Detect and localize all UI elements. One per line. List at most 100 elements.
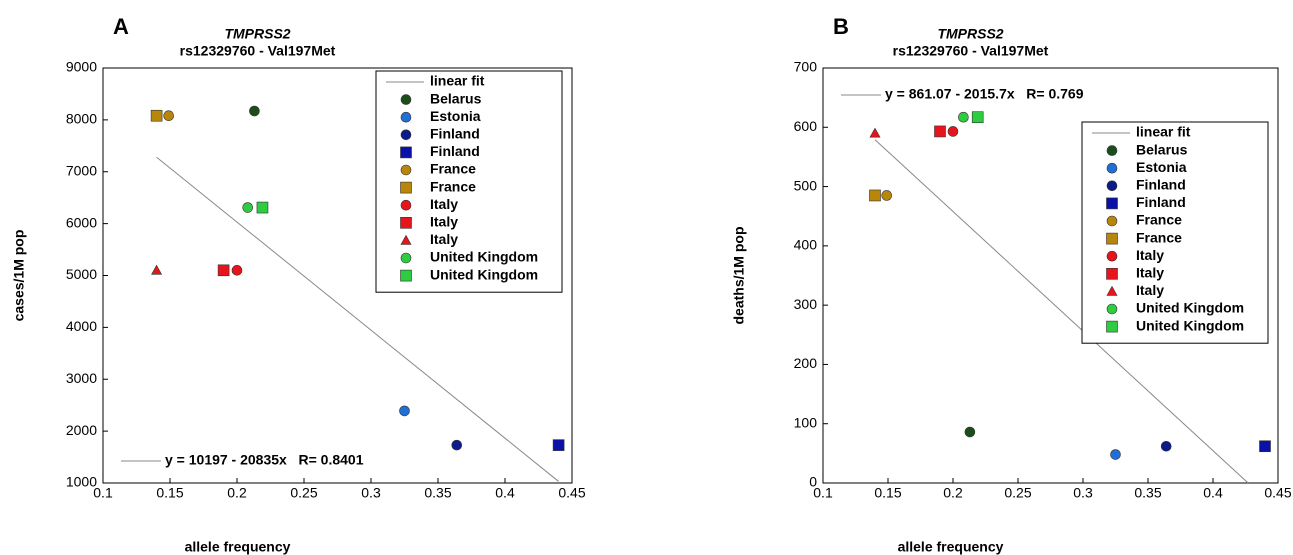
legend-label: Estonia	[430, 108, 481, 124]
legend-key	[400, 199, 412, 211]
legend-label: France	[430, 178, 476, 194]
legend-label: Italy	[430, 196, 458, 212]
plot-frame	[822, 67, 1279, 484]
legend-key	[1106, 267, 1118, 280]
x-tick-label: 0.3	[1073, 485, 1093, 501]
legend-key	[1106, 145, 1118, 156]
x-tick-label: 0.35	[424, 485, 451, 501]
legend-key	[1106, 162, 1118, 174]
x-tick-label: 0.4	[1203, 485, 1223, 501]
y-tick-label: 4000	[66, 318, 97, 334]
y-tick-label: 0	[809, 474, 817, 490]
y-tick-label: 100	[794, 414, 818, 430]
legend-label: Finland	[430, 143, 480, 159]
data-point	[151, 264, 163, 275]
legend-key	[1106, 215, 1118, 227]
legend-key	[1106, 180, 1118, 192]
panel-label: A	[113, 14, 129, 39]
legend-label: France	[430, 161, 476, 177]
legend-label: Italy	[430, 214, 458, 230]
x-tick-label: 0.15	[156, 485, 183, 501]
legend-label: Belarus	[430, 90, 482, 106]
legend-label: United Kingdom	[430, 266, 538, 282]
panel-label: B	[833, 14, 849, 39]
data-point	[1259, 440, 1271, 453]
data-point	[1110, 449, 1121, 460]
y-tick-label: 2000	[66, 422, 97, 438]
data-point	[242, 202, 254, 213]
data-point	[958, 111, 969, 123]
y-tick-label: 300	[794, 296, 818, 312]
data-point	[256, 201, 269, 214]
legend-label: Italy	[1136, 282, 1164, 298]
legend-label: Finland	[1136, 194, 1186, 210]
x-tick-label: 0.35	[1134, 485, 1161, 501]
chart-title: TMPRSS2	[937, 26, 1003, 42]
y-tick-label: 8000	[66, 111, 97, 127]
data-point	[249, 105, 260, 117]
chart-subtitle: rs12329760 - Val197Met	[893, 43, 1049, 59]
fit-equation: y = 10197 - 20835x R= 0.8401	[165, 452, 364, 468]
data-point	[163, 110, 174, 122]
legend-label: Italy	[1136, 247, 1164, 263]
data-point	[451, 439, 463, 451]
x-tick-label: 0.15	[874, 485, 901, 501]
legend-key	[1106, 232, 1118, 245]
x-tick-label: 0.3	[361, 485, 381, 501]
x-axis-label: allele frequency	[898, 539, 1004, 555]
y-tick-label: 600	[794, 118, 818, 134]
legend-label: linear fit	[1136, 124, 1191, 140]
legend-key	[400, 146, 412, 159]
legend-label: Estonia	[1136, 159, 1187, 175]
legend-label: France	[1136, 212, 1182, 228]
y-tick-label: 7000	[66, 162, 97, 178]
legend-label: Italy	[430, 231, 458, 247]
legend-key	[1106, 303, 1118, 315]
data-point	[150, 109, 163, 122]
x-tick-label: 0.25	[290, 485, 317, 501]
x-tick-label: 0.2	[943, 485, 963, 501]
legend-label: United Kingdom	[1136, 300, 1244, 316]
data-point	[869, 189, 881, 202]
data-point	[869, 127, 881, 138]
x-tick-label: 0.4	[495, 485, 515, 501]
legend-label: United Kingdom	[430, 249, 538, 265]
x-axis-label: allele frequency	[185, 539, 291, 555]
fit-equation: y = 861.07 - 2015.7x R= 0.769	[885, 86, 1084, 102]
data-point	[217, 264, 230, 277]
legend-key	[400, 181, 412, 194]
y-axis-label: cases/1M pop	[11, 230, 27, 322]
legend-key	[1106, 285, 1118, 296]
fit-line	[156, 156, 559, 482]
legend-key	[1106, 250, 1118, 262]
legend-label: France	[1136, 229, 1182, 245]
data-point	[231, 265, 243, 276]
data-point	[971, 111, 984, 124]
y-axis-label: deaths/1M pop	[731, 226, 747, 324]
data-point	[1160, 440, 1172, 452]
x-tick-label: 0.25	[1004, 485, 1031, 501]
y-tick-label: 1000	[66, 474, 97, 490]
legend-label: Belarus	[1136, 141, 1188, 157]
y-tick-label: 700	[794, 59, 818, 75]
x-tick-label: 0.45	[558, 485, 585, 501]
y-tick-label: 6000	[66, 214, 97, 230]
x-tick-label: 0.1	[93, 485, 113, 501]
data-point	[881, 190, 893, 201]
legend-key	[400, 129, 412, 141]
data-point	[399, 405, 410, 417]
data-point	[934, 125, 946, 138]
data-point	[964, 426, 976, 438]
legend-label: Finland	[430, 126, 480, 142]
legend-key	[400, 252, 412, 264]
legend-key	[1106, 197, 1118, 210]
legend-key	[400, 217, 412, 229]
y-tick-label: 400	[794, 237, 818, 253]
y-tick-label: 9000	[66, 59, 97, 75]
legend-key	[400, 269, 412, 282]
chart-title: TMPRSS2	[224, 26, 290, 42]
x-tick-label: 0.2	[227, 485, 247, 501]
fit-line	[874, 139, 1249, 484]
